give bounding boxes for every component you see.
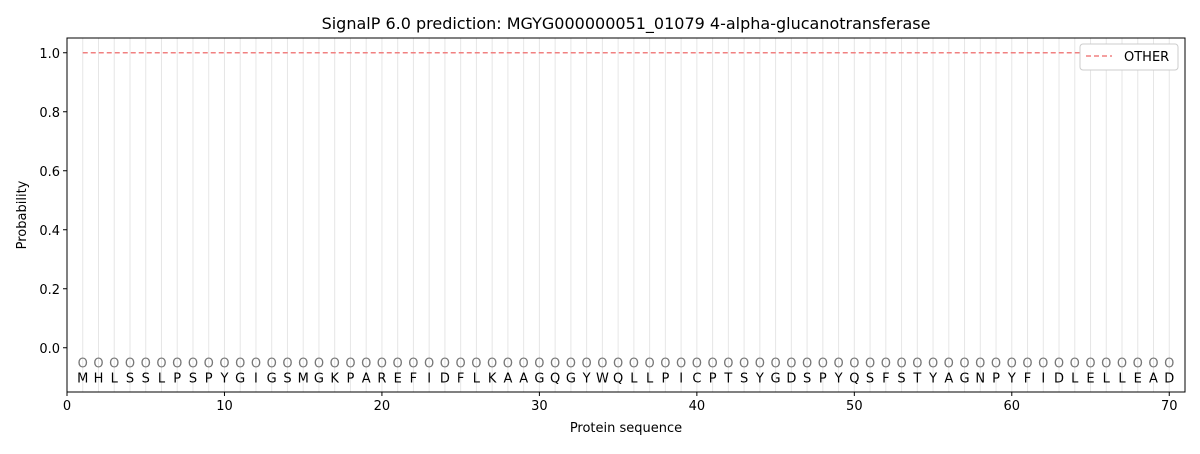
chart-title: SignalP 6.0 prediction: MGYG000000051_01… (322, 14, 931, 34)
x-tick-label: 20 (374, 399, 391, 414)
legend: OTHER (1079, 43, 1179, 71)
prediction-label: O (204, 357, 214, 372)
prediction-label: O (1133, 357, 1143, 372)
prediction-label: O (1070, 357, 1080, 372)
y-tick-label: 1.0 (39, 47, 60, 62)
residue-sequence: MHLSSLPSPYGIGSMGKPAREFIDFLKAAGQGYWQLLPIC… (77, 371, 1174, 386)
prediction-label: O (141, 357, 151, 372)
prediction-label: O (723, 357, 733, 372)
x-tick-label: 70 (1161, 399, 1178, 414)
prediction-label: O (629, 357, 639, 372)
x-tick-label: 10 (216, 399, 233, 414)
prediction-label: O (755, 357, 765, 372)
y-tick-label: 0.4 (39, 224, 60, 239)
prediction-label: O (802, 357, 812, 372)
prediction-label: O (739, 357, 749, 372)
prediction-label: O (991, 357, 1001, 372)
prediction-label: O (582, 357, 592, 372)
plot-frame (66, 37, 1186, 393)
prediction-label: O (93, 357, 103, 372)
x-tick-label: 0 (63, 399, 71, 414)
prediction-label: O (770, 357, 780, 372)
prediction-label: O (597, 357, 607, 372)
x-tick-label: 40 (689, 399, 706, 414)
prediction-label: O (833, 357, 843, 372)
x-axis-label: Protein sequence (570, 421, 682, 436)
y-tick-label: 0.8 (39, 106, 60, 121)
prediction-label: O (471, 357, 481, 372)
prediction-label: O (408, 357, 418, 372)
prediction-label: O (928, 357, 938, 372)
y-axis-label: Probability (15, 180, 30, 249)
prediction-label: O (345, 357, 355, 372)
prediction-label: O (707, 357, 717, 372)
prediction-label: O (330, 357, 340, 372)
prediction-label: O (1007, 357, 1017, 372)
prediction-label: O (613, 357, 623, 372)
prediction-label: O (424, 357, 434, 372)
prediction-label: O (1101, 357, 1111, 372)
prediction-label: O (1117, 357, 1127, 372)
prediction-label: O (676, 357, 686, 372)
prediction-label: O (865, 357, 875, 372)
prediction-label: O (818, 357, 828, 372)
prediction-label: O (456, 357, 466, 372)
prediction-label: O (440, 357, 450, 372)
prediction-label: O (267, 357, 277, 372)
prediction-label: O (172, 357, 182, 372)
prediction-label: O (235, 357, 245, 372)
prediction-label: O (188, 357, 198, 372)
prediction-label: O (534, 357, 544, 372)
prediction-label: O (881, 357, 891, 372)
prediction-label: O (377, 357, 387, 372)
prediction-label: O (487, 357, 497, 372)
y-tick-label: 0.2 (39, 283, 60, 298)
prediction-label: O (78, 357, 88, 372)
prediction-label: O (503, 357, 513, 372)
prediction-label: O (361, 357, 371, 372)
prediction-label: O (282, 357, 292, 372)
prediction-label: O (550, 357, 560, 372)
prediction-label: O (109, 357, 119, 372)
y-tick-label: 0.0 (39, 342, 60, 357)
x-tick-label: 60 (1004, 399, 1021, 414)
prediction-label: O (1148, 357, 1158, 372)
prediction-label: O (1054, 357, 1064, 372)
prediction-label: O (1038, 357, 1048, 372)
x-tick-label: 30 (531, 399, 548, 414)
prediction-label: O (314, 357, 324, 372)
prediction-label: O (912, 357, 922, 372)
prediction-label: O (786, 357, 796, 372)
prediction-label: O (1085, 357, 1095, 372)
prediction-label: O (944, 357, 954, 372)
prediction-label: O (660, 357, 670, 372)
prediction-label: O (393, 357, 403, 372)
prediction-label: O (645, 357, 655, 372)
prediction-label: O (519, 357, 529, 372)
prediction-label: O (975, 357, 985, 372)
prediction-label: O (219, 357, 229, 372)
y-tick-label: 0.6 (39, 165, 60, 180)
prediction-label: O (566, 357, 576, 372)
prediction-label: O (298, 357, 308, 372)
prediction-label: O (156, 357, 166, 372)
x-tick-label: 50 (846, 399, 863, 414)
prediction-label: O (849, 357, 859, 372)
prediction-label: O (251, 357, 261, 372)
prediction-label: O (125, 357, 135, 372)
prediction-label: O (692, 357, 702, 372)
prediction-label: O (1164, 357, 1174, 372)
prediction-label: O (1022, 357, 1032, 372)
prediction-label: O (959, 357, 969, 372)
legend-label-other: OTHER (1124, 50, 1169, 65)
prediction-label: O (896, 357, 906, 372)
